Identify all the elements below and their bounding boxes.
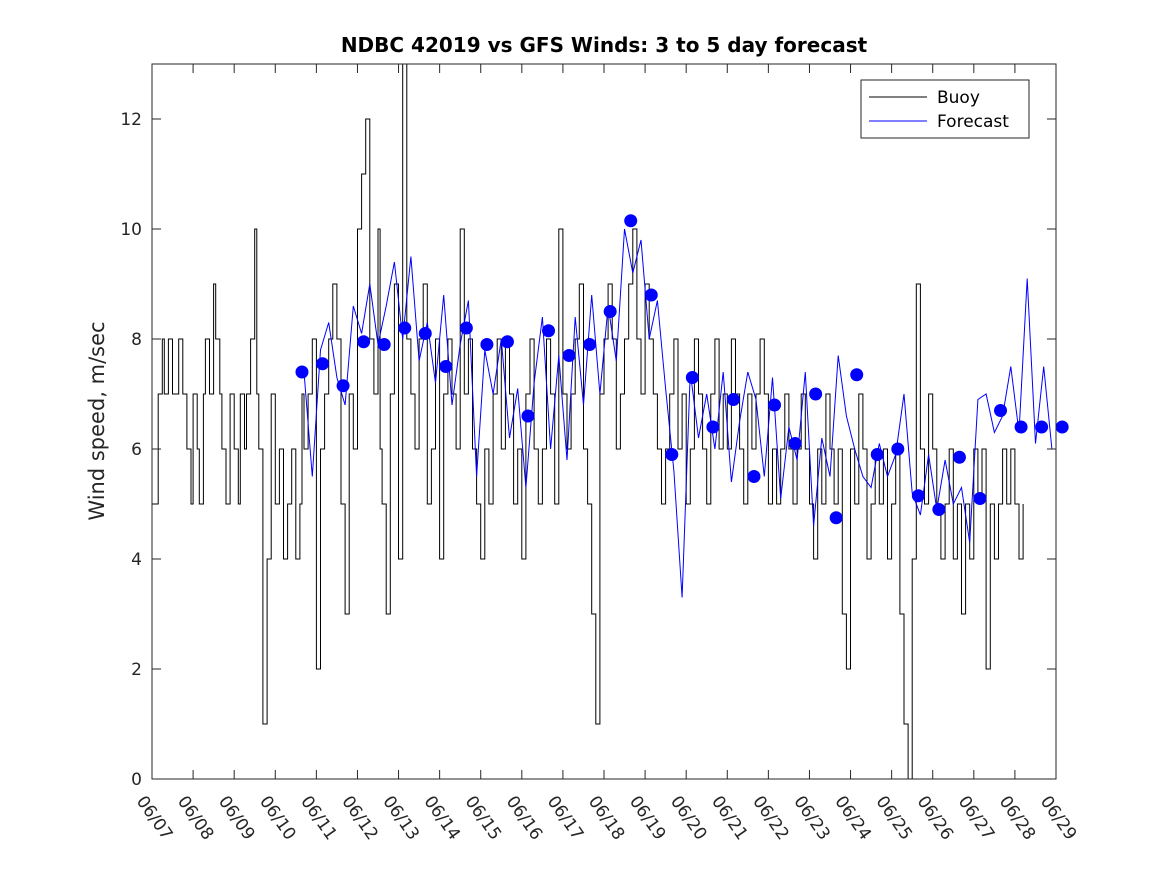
y-axis: 0 2 4 6 8 10 12 [120,110,1056,790]
legend-label-buoy: Buoy [937,88,980,108]
chart-title: NDBC 42019 vs GFS Winds: 3 to 5 day fore… [341,33,868,57]
y-axis-label: Wind speed, m/sec [85,321,109,520]
forecast-point [932,503,946,516]
forecast-point [521,409,535,423]
forecast-point [747,470,761,483]
forecast-point [1055,420,1069,434]
forecast-point [850,368,864,382]
y-tick-label: 12 [120,110,142,130]
points-layer [295,214,1069,525]
forecast-point [870,448,884,461]
forecast-point [809,387,823,401]
legend-box [860,79,1030,139]
forecast-point [994,404,1008,417]
forecast-point [891,442,905,456]
forecast-point [1014,420,1028,434]
forecast-point [480,338,494,351]
forecast-point [603,305,617,318]
forecast-point [726,393,740,406]
forecast-point [788,437,802,450]
forecast-point [911,489,925,503]
forecast-point [542,324,556,338]
forecast-point [624,214,638,228]
forecast-point [357,335,371,349]
forecast-point [418,327,432,340]
forecast-point [500,335,514,349]
y-tick-label: 2 [131,660,142,680]
plot-area [152,64,1056,779]
legend: Buoy Forecast [860,79,1030,139]
forecast-point [973,492,987,505]
forecast-point [665,448,679,461]
y-tick-label: 0 [131,770,142,790]
forecast-point [295,365,309,379]
series-line-buoy [152,63,1024,780]
forecast-point [336,379,350,393]
forecast-point [768,398,782,412]
forecast-point [439,360,453,373]
forecast-point [459,321,473,335]
y-tick-label: 4 [131,550,142,570]
legend-label-forecast: Forecast [937,112,1009,132]
forecast-point [1035,420,1049,434]
forecast-point [583,338,597,351]
forecast-point [377,338,391,351]
forecast-point [316,357,330,371]
forecast-point [706,420,720,434]
forecast-point [685,371,699,384]
forecast-point [562,349,576,362]
y-tick-label: 6 [131,440,142,460]
forecast-point [952,450,966,464]
y-tick-label: 10 [120,220,142,240]
y-tick-label: 8 [131,330,142,350]
forecast-point [398,321,412,335]
forecast-point [644,288,658,302]
forecast-point [829,511,843,525]
